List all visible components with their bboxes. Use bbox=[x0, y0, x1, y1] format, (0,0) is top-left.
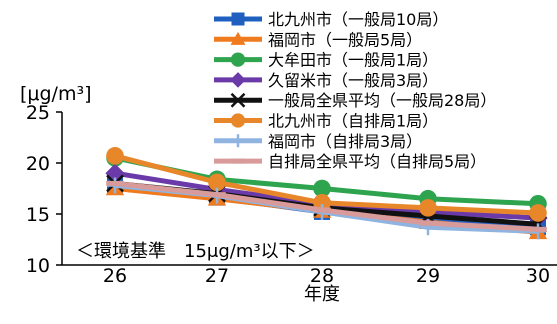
legend-marker bbox=[231, 12, 245, 26]
data-point bbox=[106, 180, 124, 186]
y-tick-label: 10 bbox=[26, 255, 50, 277]
data-point bbox=[529, 226, 547, 232]
legend-item: 大牟田市（一般局1局） bbox=[214, 51, 438, 70]
y-axis-unit-label: [μg/m³] bbox=[20, 83, 92, 105]
legend-item: 北九州市（一般局10局） bbox=[214, 10, 448, 29]
series-8 bbox=[106, 180, 547, 232]
chart-axes bbox=[61, 112, 557, 266]
x-tick-label: 29 bbox=[416, 265, 440, 287]
environmental-standard-note: ＜環境基準 15μg/m³以下＞ bbox=[76, 241, 315, 262]
data-point bbox=[313, 207, 331, 213]
data-point bbox=[419, 220, 437, 226]
x-tick-group: 26 27 28 29 30 bbox=[103, 265, 550, 287]
legend-marker bbox=[230, 92, 246, 108]
legend: 北九州市（一般局10局）福岡市（一般局5局） 大牟田市（一般局1局）久留米市（一般… bbox=[214, 10, 496, 171]
legend-item: 久留米市（一般局3局） bbox=[214, 71, 438, 90]
x-tick-label: 27 bbox=[205, 265, 229, 287]
x-tick-label: 26 bbox=[103, 265, 127, 287]
legend-item: 福岡市（一般局5局） bbox=[214, 30, 422, 49]
y-tick-group: 10 15 20 25 bbox=[26, 102, 62, 277]
series-layer bbox=[105, 147, 548, 240]
legend-label: 北九州市（自排局1局） bbox=[268, 112, 438, 131]
data-point bbox=[105, 163, 125, 183]
legend-label: 福岡市（一般局5局） bbox=[268, 30, 422, 49]
legend-item: 北九州市（自排局1局） bbox=[214, 112, 438, 131]
legend-marker bbox=[230, 52, 246, 67]
x-tick-label: 28 bbox=[310, 265, 334, 287]
series-6 bbox=[106, 147, 547, 222]
legend-marker bbox=[230, 72, 246, 88]
data-point bbox=[313, 179, 331, 198]
legend-label: 一般局全県平均（一般局28局） bbox=[268, 91, 496, 110]
data-point bbox=[106, 147, 124, 165]
data-point bbox=[529, 204, 547, 222]
y-tick-label: 25 bbox=[26, 102, 50, 124]
legend-marker bbox=[230, 113, 246, 128]
legend-marker bbox=[231, 134, 245, 148]
y-tick-label: 20 bbox=[26, 153, 50, 175]
legend-marker bbox=[230, 31, 246, 45]
legend-label: 北九州市（一般局10局） bbox=[268, 10, 448, 29]
data-point bbox=[208, 192, 226, 198]
legend-label: 久留米市（一般局3局） bbox=[268, 71, 438, 90]
legend-item: 福岡市（自排局3局） bbox=[214, 132, 422, 151]
legend-label: 大牟田市（一般局1局） bbox=[268, 51, 438, 70]
legend-item: 自排局全県平均（自排局5局） bbox=[214, 152, 486, 171]
legend-label: 自排局全県平均（自排局5局） bbox=[268, 152, 486, 171]
x-axis-title: 年度 bbox=[304, 284, 340, 305]
y-tick-label: 15 bbox=[26, 204, 50, 226]
legend-label: 福岡市（自排局3局） bbox=[268, 132, 422, 151]
x-tick-label: 30 bbox=[526, 265, 550, 287]
legend-item: 一般局全県平均（一般局28局） bbox=[214, 91, 496, 110]
legend-marker bbox=[230, 158, 246, 164]
data-point bbox=[208, 173, 226, 192]
data-point bbox=[419, 199, 437, 217]
